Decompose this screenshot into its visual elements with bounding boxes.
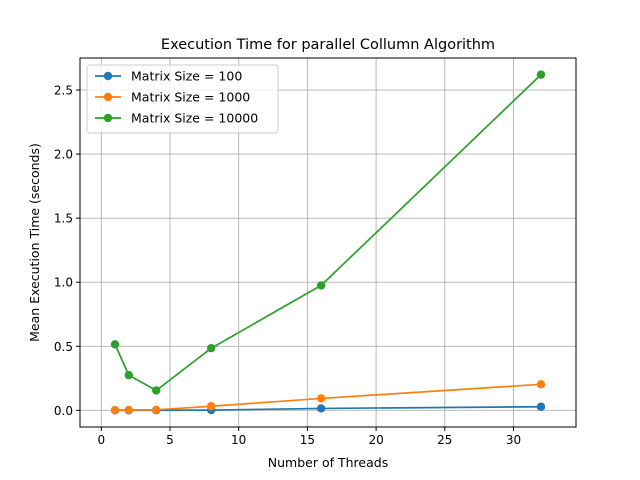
x-tick-label: 10 xyxy=(231,433,246,447)
legend-entry: Matrix Size = 100 xyxy=(95,69,242,84)
series-lines xyxy=(110,70,546,415)
data-point xyxy=(152,386,161,395)
legend-label: Matrix Size = 100 xyxy=(131,69,242,84)
series-3 xyxy=(110,70,546,395)
data-point xyxy=(536,380,546,389)
x-tick-label: 15 xyxy=(300,433,315,447)
axis-ticks: 0 5 10 15 20 25 30 0.0 0.5 1.0 1.5 2.0 2.5 xyxy=(54,84,521,447)
legend-marker xyxy=(103,71,113,81)
y-axis-label: Mean Execution Time (seconds) xyxy=(27,143,42,342)
y-tick-label: 0.5 xyxy=(54,340,73,354)
y-tick-label: 2.0 xyxy=(54,148,73,162)
y-tick-label: 1.0 xyxy=(54,276,73,290)
data-point xyxy=(316,281,326,290)
legend-entry: Matrix Size = 10000 xyxy=(95,111,258,126)
chart-title: Execution Time for parallel Collumn Algo… xyxy=(161,37,495,53)
plot-area-frame xyxy=(79,57,577,428)
data-point xyxy=(152,405,161,415)
data-point xyxy=(124,370,133,380)
x-tick-label: 20 xyxy=(368,433,383,447)
y-tick-label: 0.0 xyxy=(54,404,73,418)
series-line xyxy=(114,74,542,392)
legend-marker xyxy=(103,113,113,123)
x-tick-label: 5 xyxy=(166,433,174,447)
x-tick-label: 30 xyxy=(506,433,521,447)
y-tick-label: 2.5 xyxy=(54,84,73,98)
legend-label: Matrix Size = 1000 xyxy=(131,90,250,105)
legend-box xyxy=(86,64,279,134)
x-tick-label: 0 xyxy=(97,433,105,447)
data-point xyxy=(207,344,216,353)
data-point xyxy=(207,402,216,411)
legend: Matrix Size = 100 Matrix Size = 1000 Matri… xyxy=(86,64,279,134)
data-point xyxy=(316,404,326,413)
data-point xyxy=(536,70,546,79)
legend-label: Matrix Size = 10000 xyxy=(131,111,258,126)
series-2 xyxy=(110,380,546,415)
legend-entry: Matrix Size = 1000 xyxy=(95,90,250,105)
data-point xyxy=(316,394,326,403)
data-point xyxy=(536,402,546,411)
x-tick-label: 25 xyxy=(437,433,452,447)
legend-marker xyxy=(103,92,113,102)
x-axis-label: Number of Threads xyxy=(268,455,388,470)
data-point xyxy=(110,340,120,349)
y-tick-label: 1.5 xyxy=(54,212,73,226)
data-point xyxy=(124,405,133,415)
data-point xyxy=(110,405,120,415)
